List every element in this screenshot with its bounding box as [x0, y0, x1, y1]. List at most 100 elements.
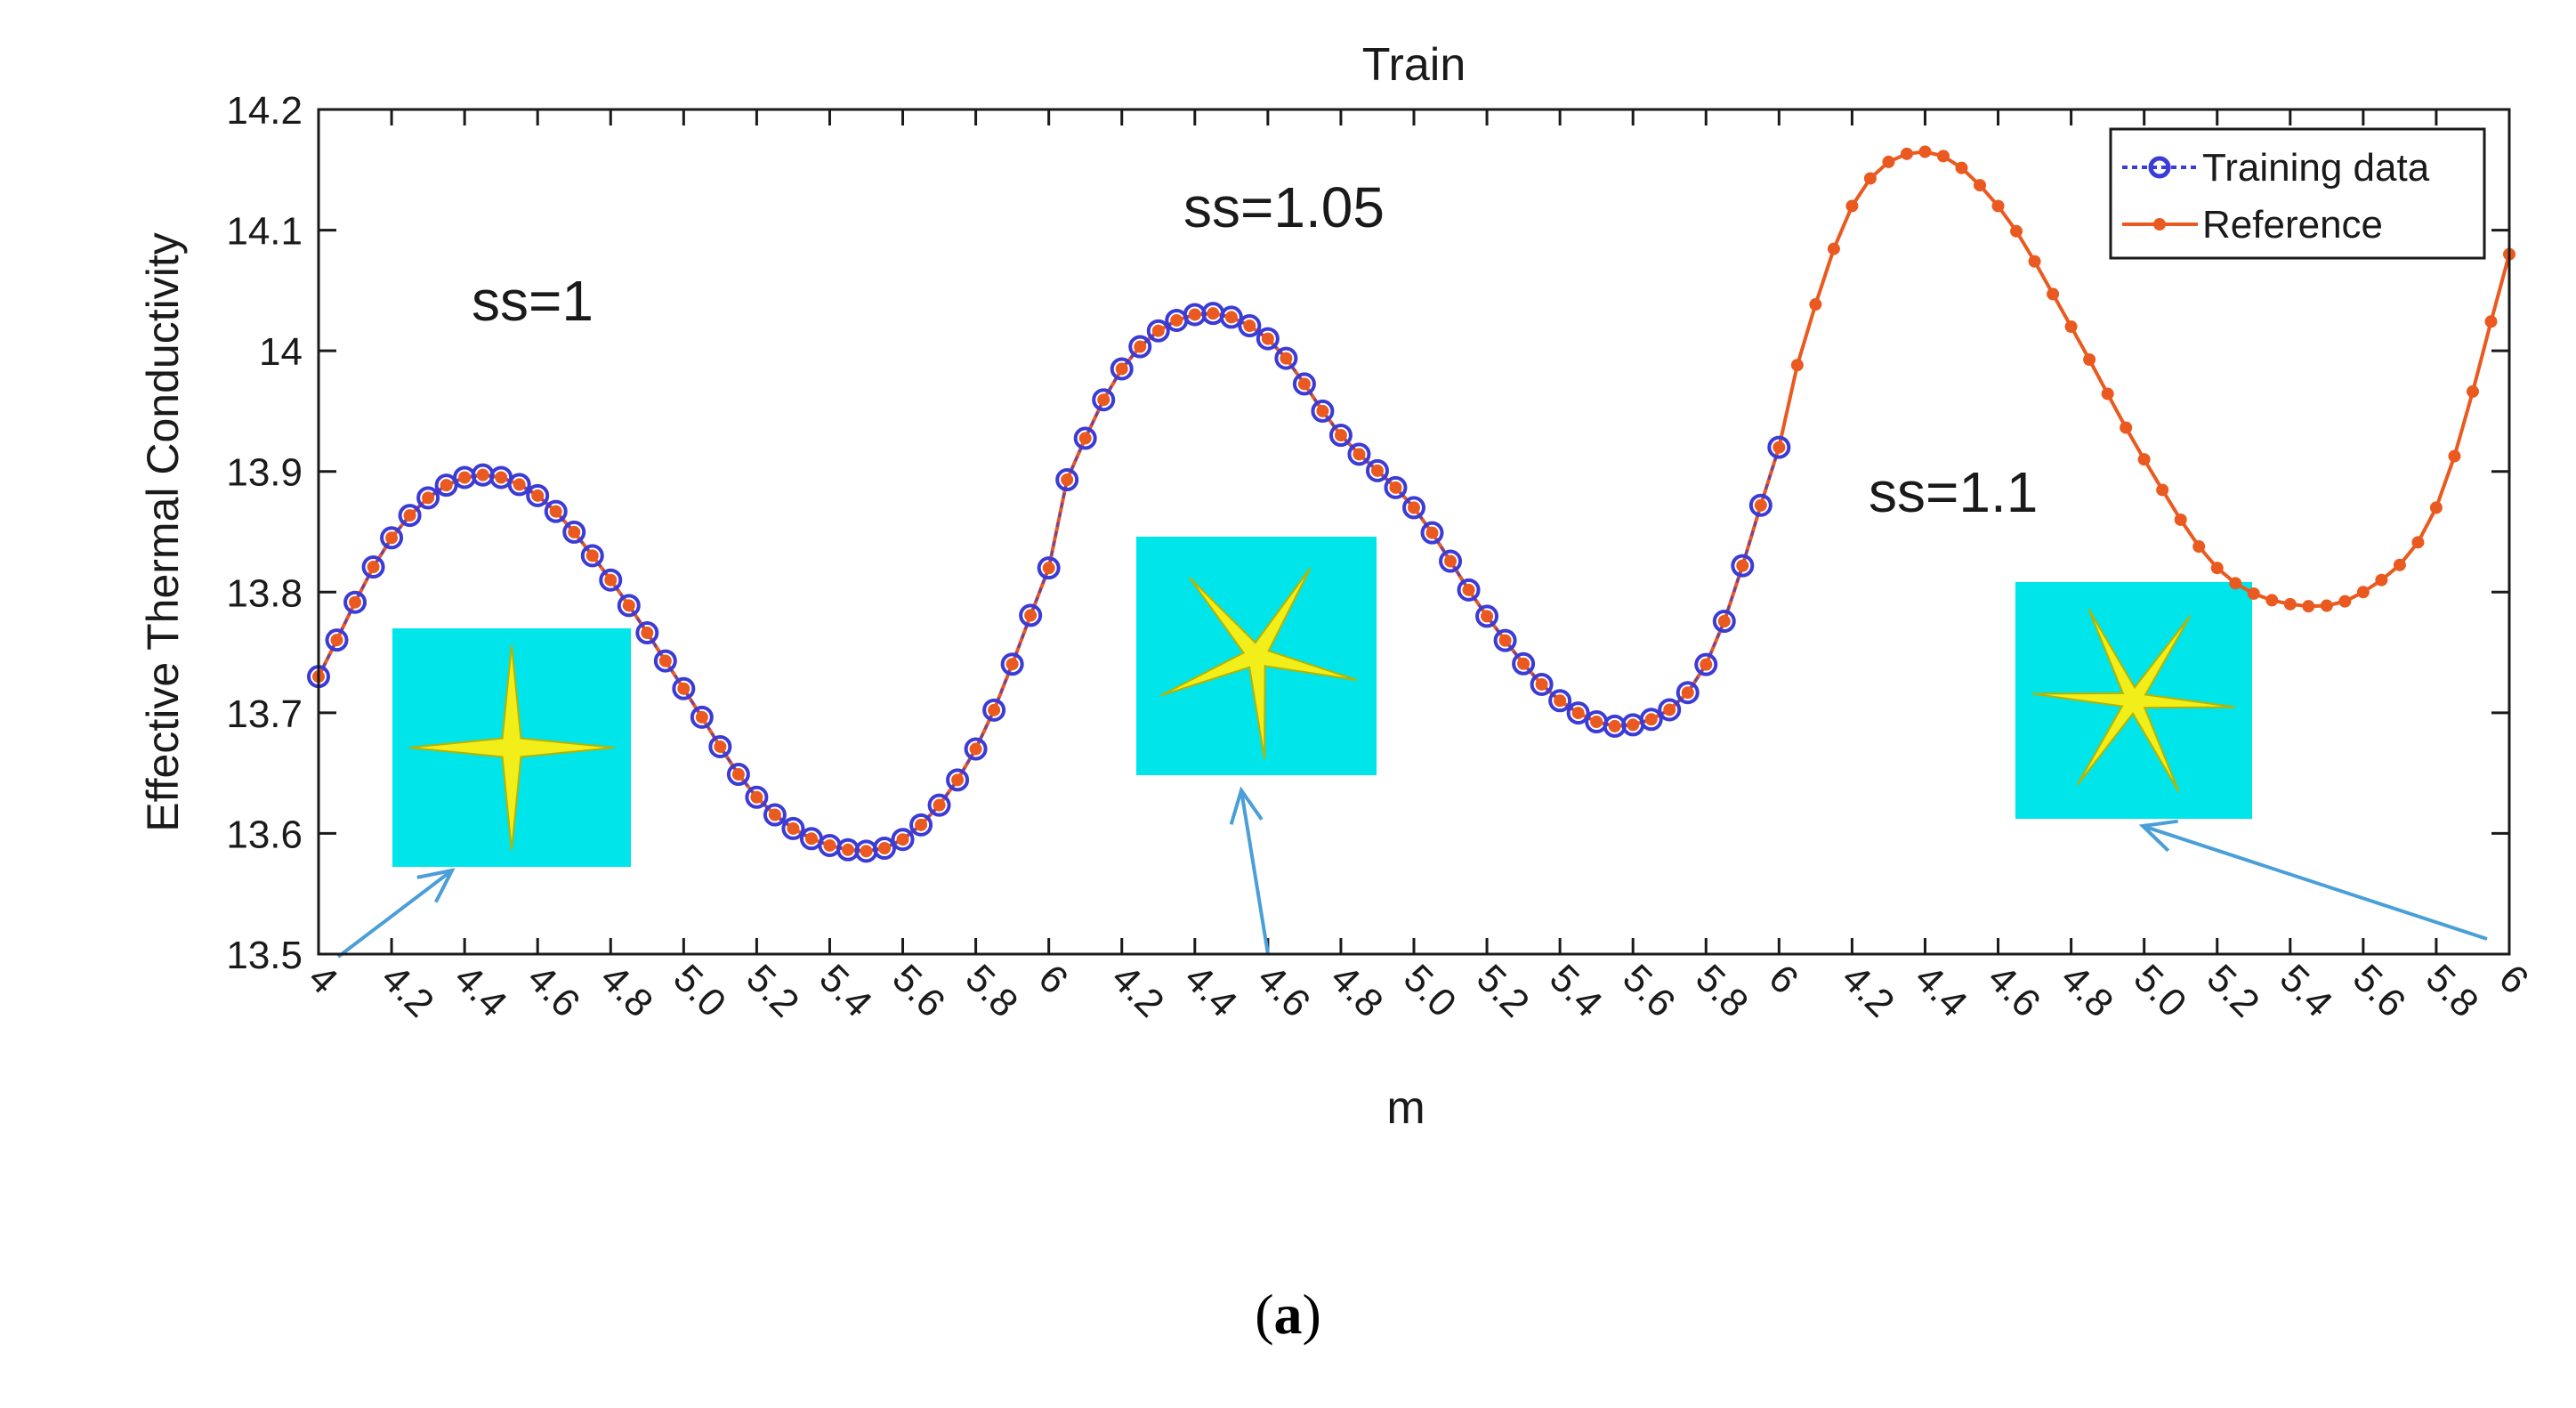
reference-point	[1517, 657, 1530, 670]
training-data-point	[1530, 672, 1554, 696]
reference-point	[2064, 320, 2078, 334]
reference-point	[1297, 377, 1311, 391]
training-data-point	[343, 590, 367, 614]
reference-point	[440, 479, 453, 492]
reference-point	[988, 703, 1001, 716]
training-data-point	[1055, 468, 1079, 492]
training-data-point	[1073, 426, 1097, 450]
reference-point	[513, 478, 526, 491]
reference-point	[1280, 352, 1293, 365]
training-data-point	[873, 837, 897, 861]
training-data-point	[507, 473, 531, 497]
reference-point	[1974, 179, 1987, 192]
star-shape-icon	[2031, 608, 2236, 793]
y-tick-label: 14.2	[226, 89, 303, 133]
reference-point	[1134, 340, 1147, 353]
training-data-point	[1256, 327, 1280, 351]
reference-point	[385, 531, 399, 545]
training-data-point	[562, 520, 586, 544]
training-data-point	[1420, 521, 1444, 545]
reference-point	[1042, 562, 1055, 575]
reference-point	[2192, 540, 2206, 554]
training-data-point	[745, 785, 769, 809]
reference-point	[2448, 449, 2461, 463]
training-data-point	[708, 734, 732, 758]
reference-point	[1151, 324, 1165, 337]
reference-point	[568, 525, 581, 538]
reference-point	[2083, 352, 2096, 366]
y-tick-label: 13.8	[226, 571, 303, 615]
training-data-point	[1676, 681, 1700, 705]
training-data-point	[690, 705, 714, 729]
training-data-point	[982, 698, 1006, 722]
training-data-point	[1731, 554, 1755, 578]
reference-point	[2229, 577, 2242, 590]
reference-point	[1790, 359, 1804, 372]
reference-point	[1389, 481, 1402, 494]
y-tick-label: 14.1	[226, 210, 303, 254]
reference-point	[2120, 421, 2133, 434]
reference-point	[2356, 586, 2370, 599]
x-axis-label: m	[1386, 1082, 1425, 1134]
reference-point	[1188, 308, 1201, 321]
reference-point	[1097, 393, 1110, 407]
training-data-point	[1748, 493, 1773, 517]
training-data-point	[927, 793, 951, 817]
reference-point	[969, 742, 982, 756]
reference-point	[1115, 362, 1128, 376]
segment-annotation: ss=1.1	[1869, 460, 2038, 524]
training-data-point	[1548, 689, 1572, 713]
segment-annotation: ss=1.05	[1183, 175, 1385, 239]
reference-point	[2484, 315, 2498, 328]
axes-frame	[317, 108, 2511, 956]
reference-point	[1590, 716, 1603, 729]
reference-point	[787, 821, 800, 835]
reference-point	[1773, 441, 1786, 454]
reference-point	[1936, 150, 1950, 163]
reference-point	[2466, 384, 2479, 398]
training-data-point	[1274, 346, 1298, 370]
training-data-point	[1311, 399, 1335, 423]
tick-marks	[317, 108, 2511, 956]
training-data-point	[1767, 435, 1791, 459]
star-shape-icon	[408, 644, 615, 851]
reference-point	[1353, 448, 1366, 461]
training-data-point	[1000, 652, 1024, 676]
reference-point	[1535, 677, 1548, 691]
reference-point	[1845, 199, 1859, 213]
training-data-point	[380, 526, 404, 550]
reference-point	[330, 634, 343, 647]
inset-images	[336, 537, 2488, 959]
reference-point	[1408, 501, 1420, 514]
reference-point	[1717, 615, 1731, 628]
reference-point	[1827, 242, 1840, 255]
reference-point	[2393, 558, 2406, 571]
legend: Training data Reference	[2109, 127, 2486, 260]
training-data-point	[544, 499, 568, 523]
training-data-point	[909, 813, 933, 837]
training-data-point	[1439, 549, 1463, 573]
y-tick-label: 13.5	[226, 934, 303, 977]
reference-point	[585, 549, 599, 562]
reference-point	[1370, 464, 1384, 477]
training-data-point	[1238, 314, 1262, 338]
training-data-point	[1639, 708, 1663, 732]
reference-point	[2375, 573, 2388, 587]
reference-point	[1955, 161, 1968, 174]
reference-point	[1316, 404, 1329, 417]
reference-point	[1334, 429, 1347, 442]
reference-point	[458, 471, 472, 484]
reference-point	[604, 573, 618, 587]
reference-point	[1627, 718, 1640, 732]
y-tick-label: 13.9	[226, 451, 303, 495]
training-data-point	[1219, 305, 1243, 329]
reference-point	[1882, 155, 1895, 168]
arrow-line	[1240, 789, 1270, 955]
caption-open: (	[1255, 1283, 1274, 1346]
reference-point	[1644, 713, 1658, 726]
training-data-point	[964, 737, 988, 761]
legend-box	[2109, 127, 2486, 260]
training-data-point	[1037, 556, 1061, 580]
reference-point	[641, 627, 654, 640]
reference-point	[2047, 287, 2060, 301]
